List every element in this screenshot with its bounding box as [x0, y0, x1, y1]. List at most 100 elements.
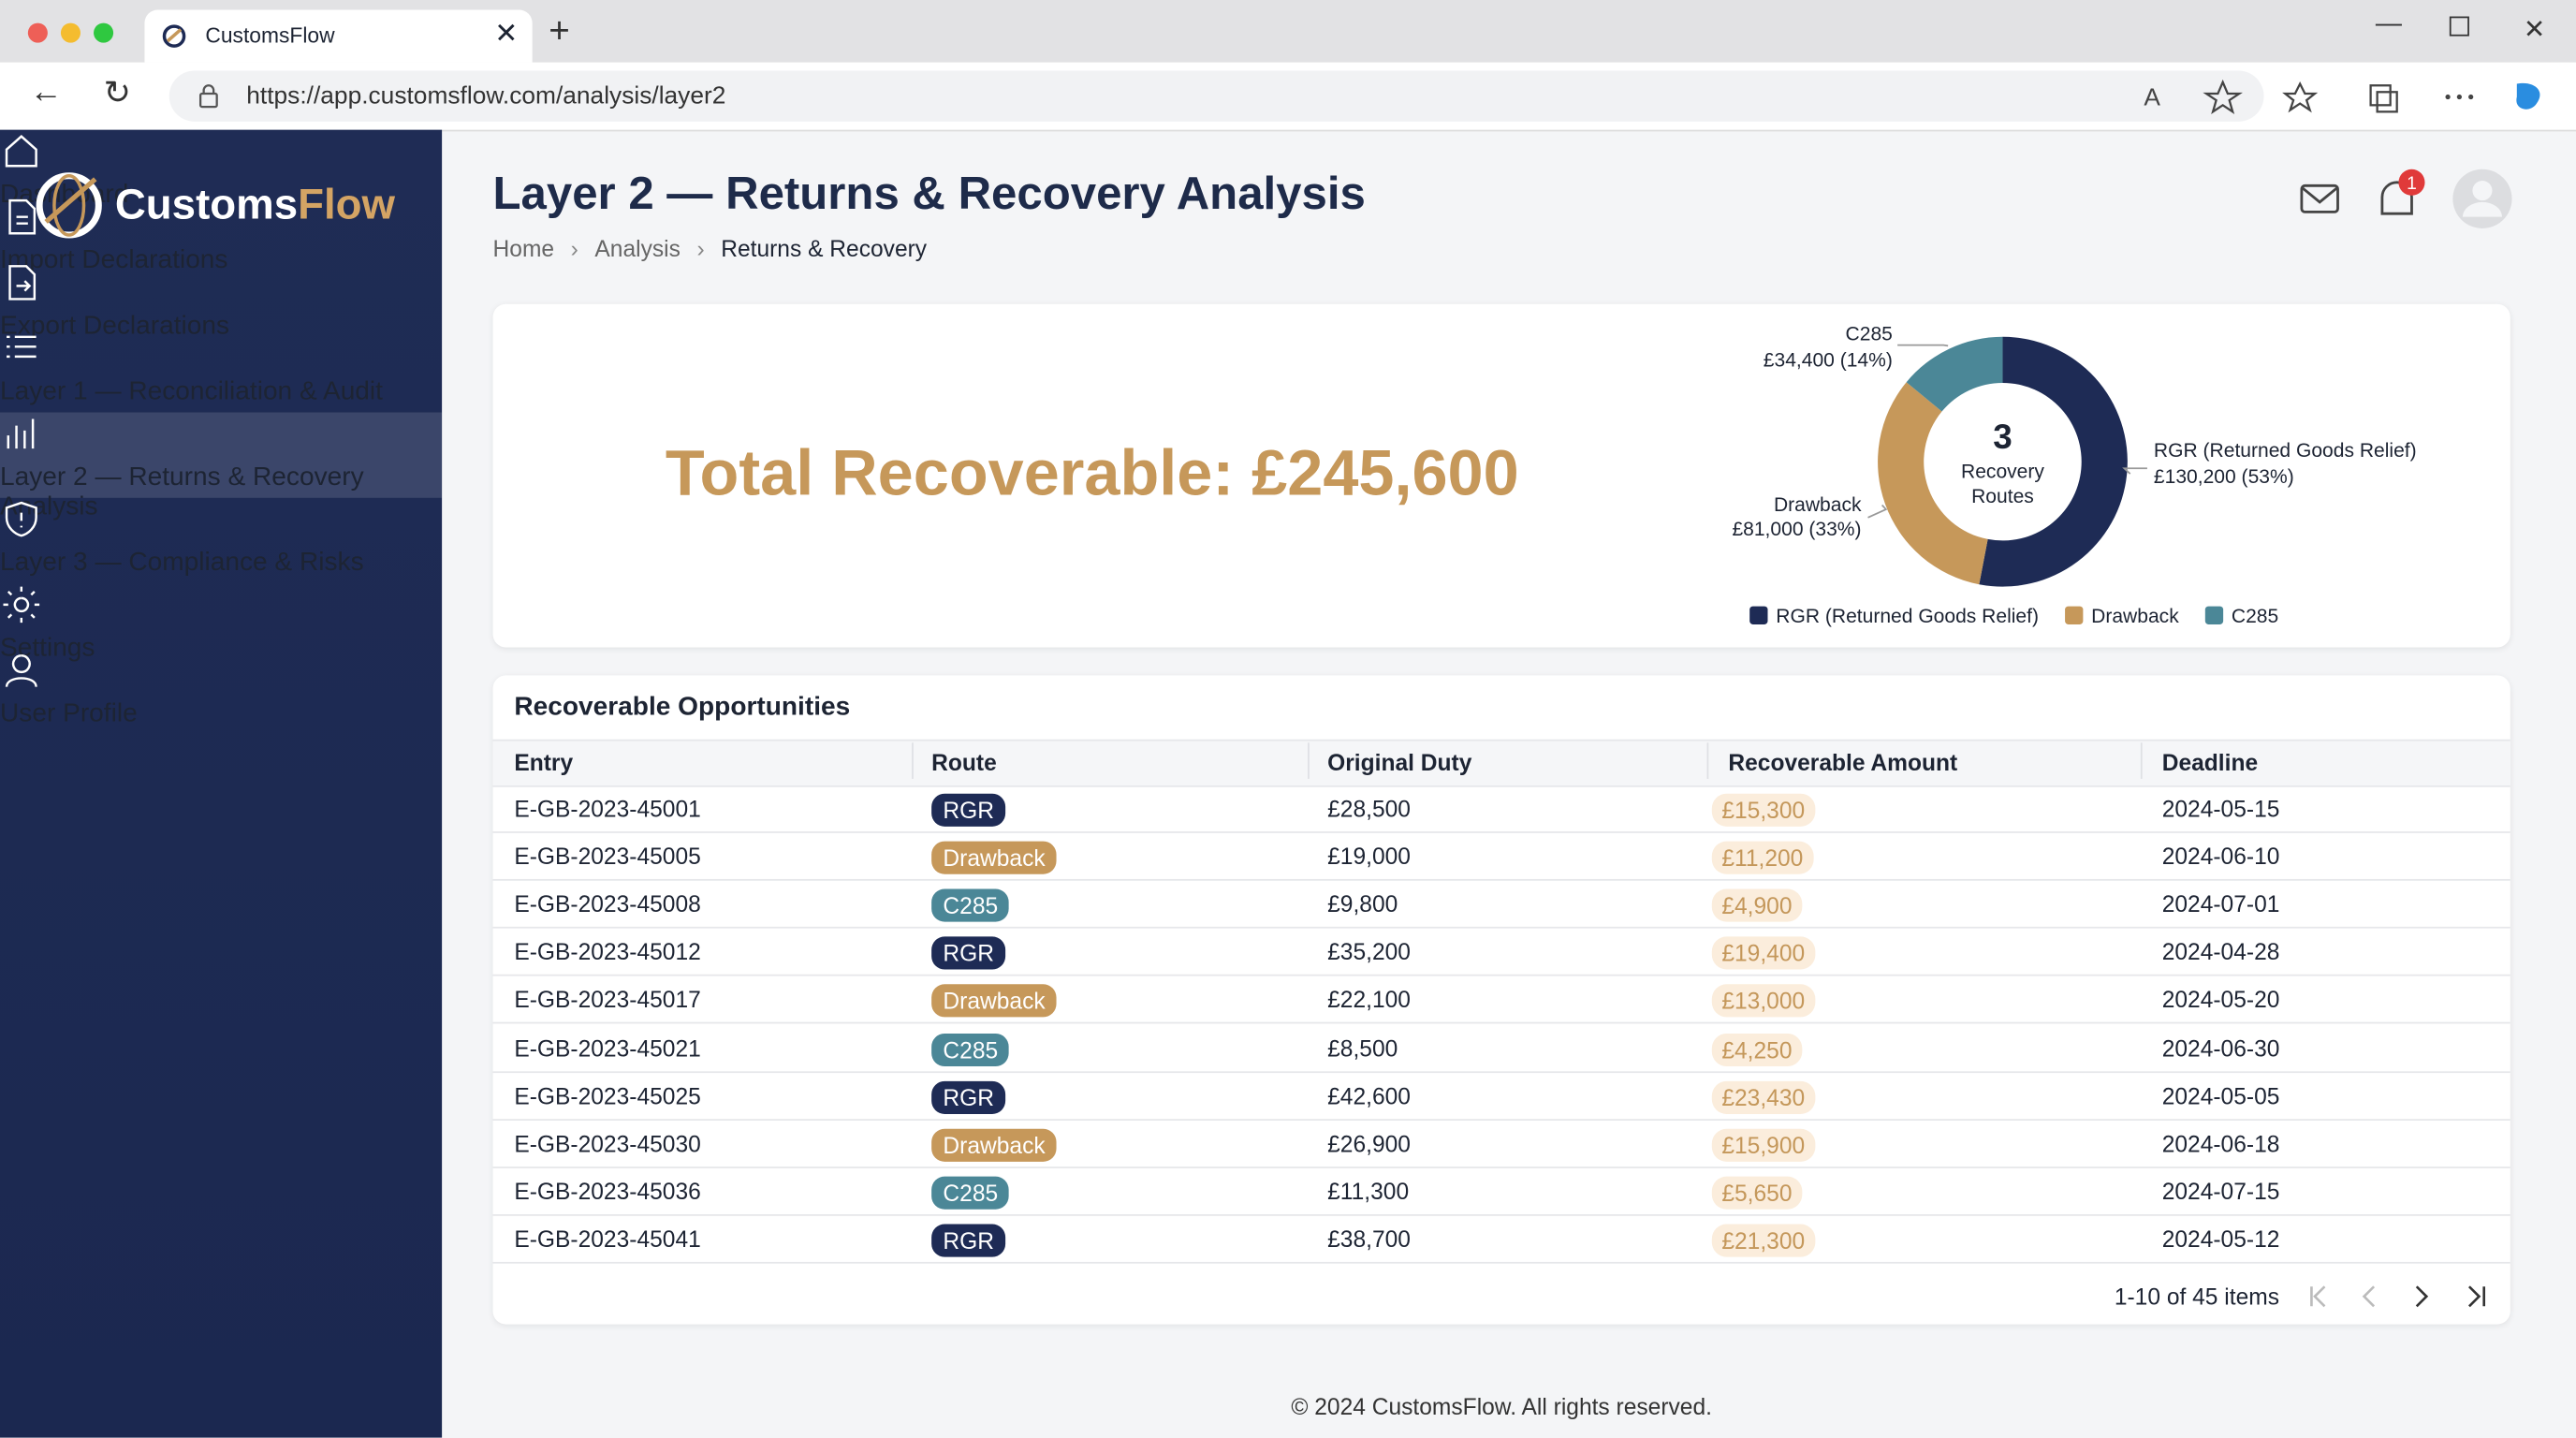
nav-icon — [5, 135, 37, 168]
nav-item[interactable]: Layer 3 — Compliance & Risks — [0, 498, 442, 583]
nav-item[interactable]: Layer 2 — Returns & Recovery Analysis — [0, 412, 443, 521]
table-cell: E-GB-2023-45017 — [514, 986, 701, 1013]
icon-path — [5, 501, 37, 537]
icon-path — [3, 586, 40, 624]
breadcrumb-separator: › — [570, 234, 578, 262]
tab-title: CustomsFlow — [205, 22, 335, 48]
nav-item[interactable]: Import Declarations — [0, 196, 442, 274]
column-header: Deadline — [2161, 749, 2259, 776]
nav-item[interactable]: Settings — [0, 583, 442, 662]
table-cell: 2024-05-15 — [2161, 795, 2280, 822]
notification-count: 1 — [2407, 174, 2417, 194]
bell-icon[interactable] — [2380, 181, 2413, 215]
browser-tab[interactable]: CustomsFlow ✕ — [144, 9, 533, 63]
icon-path — [7, 335, 37, 359]
row-divider — [492, 879, 2510, 881]
amount-pill: £4,250 — [1711, 1033, 1803, 1066]
table-cell: E-GB-2023-45021 — [514, 1034, 701, 1061]
table-cell: 2024-07-15 — [2161, 1178, 2280, 1205]
tab-bar: CustomsFlow ✕ + — ✕ — [0, 0, 2576, 63]
nav-icon — [8, 265, 37, 301]
amount-pill: £21,300 — [1711, 1224, 1815, 1257]
nav-item[interactable]: User Profile — [0, 649, 442, 728]
row-divider — [492, 927, 2510, 929]
amount-pill: £4,900 — [1711, 888, 1803, 922]
brand-part: Customs — [114, 179, 299, 228]
nav-icon — [5, 501, 37, 537]
route-badge: RGR — [931, 1080, 1006, 1114]
back-button[interactable]: ← — [29, 73, 63, 110]
nav-icon — [3, 586, 40, 624]
row-divider — [492, 975, 2510, 977]
breadcrumb[interactable]: Home — [492, 234, 555, 262]
table-cell: £28,500 — [1327, 795, 1411, 822]
donut-segment — [1979, 336, 2128, 587]
route-badge: C285 — [931, 1033, 1010, 1066]
table-cell: 2024-06-30 — [2161, 1034, 2280, 1061]
table-card: Recoverable Opportunities — [492, 675, 2510, 1325]
new-tab[interactable]: + — [549, 9, 570, 51]
amount-pill: £11,200 — [1711, 841, 1813, 874]
callout-name: Drawback — [1774, 494, 1862, 516]
route-badge: Drawback — [931, 841, 1057, 874]
nav-label: Export Declarations — [0, 312, 230, 341]
table-title: Recoverable Opportunities — [514, 693, 851, 722]
url-field[interactable]: https://app.customsflow.com/analysis/lay… — [168, 70, 2264, 122]
table-cell: E-GB-2023-45005 — [514, 843, 701, 870]
column-header: Original Duty — [1327, 749, 1472, 776]
table-cell: £11,300 — [1327, 1178, 1410, 1205]
nav-item[interactable]: Layer 1 — Reconciliation & Audit — [0, 327, 442, 412]
donut-center-label: Recovery Routes — [1960, 460, 2044, 508]
row-divider — [492, 1213, 2510, 1216]
amount-pill: £5,650 — [1711, 1176, 1803, 1210]
minimize[interactable]: — — [2375, 9, 2402, 38]
breadcrumbs: Home › Analysis › Returns & Recovery — [493, 235, 928, 261]
donut-segment — [1878, 382, 1988, 585]
nav-label: Layer 1 — Reconciliation & Audit — [0, 377, 383, 406]
table-cell: 2024-05-20 — [2161, 986, 2280, 1013]
window-controls[interactable] — [20, 22, 118, 45]
header-icons: 1 — [2300, 169, 2512, 228]
table-cell: 2024-06-10 — [2161, 843, 2280, 870]
callout-value: £34,400 (14%) — [1764, 349, 1893, 371]
legend-swatch — [2065, 606, 2084, 624]
callout-value: £130,200 (53%) — [2154, 466, 2294, 488]
nav-label: Layer 2 — Returns & Recovery Analysis — [0, 462, 364, 521]
table-cell: £26,900 — [1327, 1129, 1411, 1157]
reload-button[interactable]: ↻ — [103, 75, 131, 112]
legend-label: C285 — [2232, 606, 2278, 627]
table-cell: 2024-05-05 — [2161, 1081, 2280, 1108]
nav-icon — [7, 335, 37, 359]
donut-segment — [1906, 336, 2003, 412]
nav-label: Layer 3 — Compliance & Risks — [0, 549, 364, 578]
route-badge: C285 — [931, 1176, 1010, 1210]
row-divider — [492, 1166, 2510, 1168]
url-text: https://app.customsflow.com/analysis/lay… — [246, 81, 726, 110]
tab-close[interactable]: ✕ — [494, 18, 519, 50]
table-cell: £19,000 — [1327, 843, 1411, 870]
table-cell: 2024-04-28 — [2161, 938, 2280, 965]
brand-logo — [36, 172, 102, 239]
close-window[interactable]: ✕ — [2523, 16, 2546, 45]
pagination-controls[interactable] — [2300, 1280, 2497, 1313]
row-divider — [492, 831, 2510, 833]
legend-label: Drawback — [2091, 606, 2179, 627]
column-header: Recoverable Amount — [1728, 749, 1958, 776]
table-cell: £35,200 — [1327, 938, 1411, 965]
breadcrumb: Returns & Recovery — [721, 234, 928, 262]
row-divider — [492, 1070, 2510, 1073]
nav-icon — [8, 198, 37, 235]
row-divider — [492, 1118, 2510, 1121]
table-cell: 2024-07-01 — [2161, 890, 2280, 917]
table-cell: 2024-05-12 — [2161, 1225, 2280, 1253]
mail-icon[interactable] — [2300, 183, 2339, 213]
nav-icon — [7, 418, 35, 449]
browser-toolbar-icons[interactable]: A — [2136, 77, 2563, 116]
breadcrumb[interactable]: Analysis — [594, 234, 681, 262]
route-badge: RGR — [931, 1224, 1006, 1257]
svg-text:A: A — [2144, 82, 2160, 110]
table-cell: £8,500 — [1327, 1034, 1398, 1061]
maximize[interactable] — [2449, 16, 2469, 37]
nav-item[interactable]: Export Declarations — [0, 261, 442, 340]
